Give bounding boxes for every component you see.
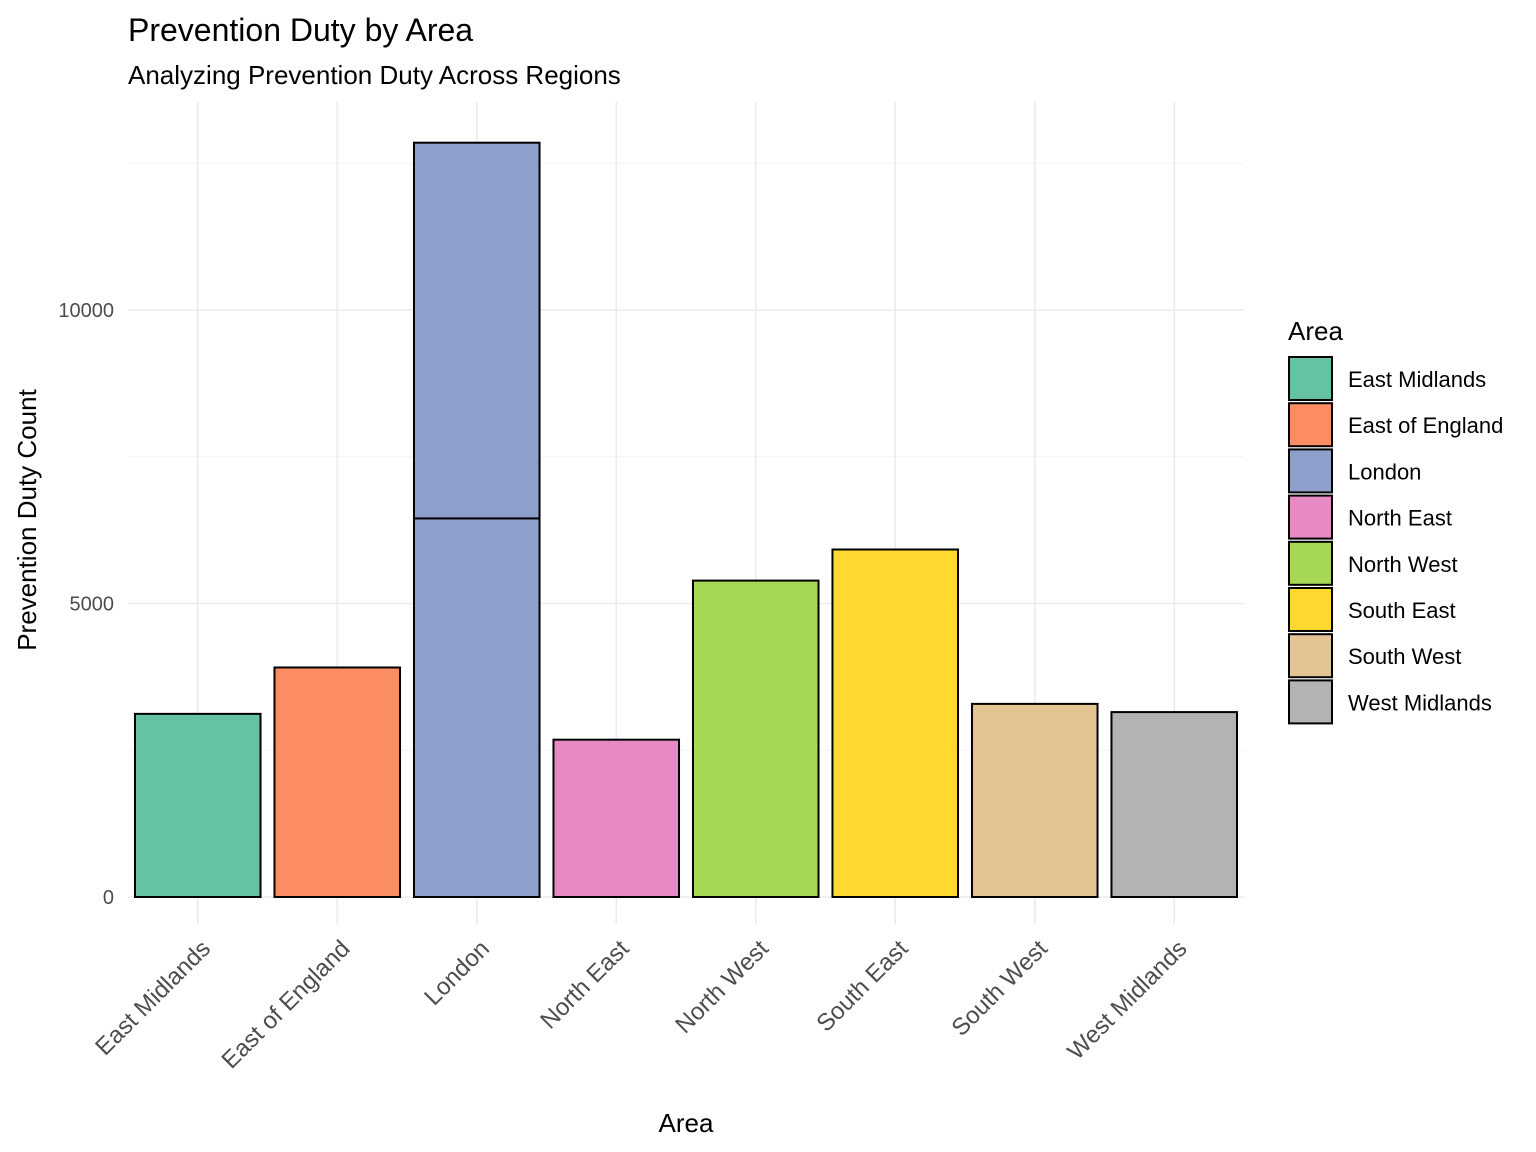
legend-swatch [1288, 540, 1333, 586]
bar-west-midlands [1110, 711, 1239, 898]
legend-label: North East [1348, 506, 1452, 531]
x-tick-label: East of England [217, 935, 356, 1074]
x-tick-label: South West [946, 935, 1053, 1042]
bar-north-west [691, 579, 820, 898]
legend-swatch [1288, 679, 1333, 725]
y-tick-label: 10000 [58, 300, 114, 322]
legend-label: South West [1348, 644, 1461, 669]
x-axis-title: Area [659, 1108, 714, 1138]
legend-swatch [1288, 494, 1333, 540]
chart-subtitle: Analyzing Prevention Duty Across Regions [128, 60, 621, 90]
y-tick-label: 5000 [70, 594, 115, 616]
legend-label: London [1348, 459, 1421, 484]
x-tick-label: London [419, 935, 495, 1011]
bar-south-west [970, 702, 1099, 899]
legend-swatch [1288, 402, 1333, 448]
bar-east-of-england [273, 666, 402, 898]
x-tick-label: East Midlands [90, 935, 216, 1061]
x-axis-ticks: East Midlands East of England London North … [90, 935, 1192, 1074]
legend-swatch [1288, 448, 1333, 494]
x-tick-label: West Midlands [1062, 935, 1192, 1065]
bars [133, 141, 1239, 899]
bar-east-midlands [133, 712, 262, 899]
bar-london-segment-1 [412, 517, 541, 898]
chart-title: Prevention Duty by Area [128, 12, 473, 48]
legend: Area East Midlands East of England London N… [1288, 316, 1503, 725]
legend-swatch [1288, 633, 1333, 679]
y-axis-ticks: 0 5000 10000 [58, 300, 114, 909]
bar-south-east [831, 548, 960, 898]
legend-label: North West [1348, 552, 1458, 577]
legend-swatch [1288, 587, 1333, 632]
x-tick-label: North East [535, 935, 634, 1034]
y-tick-label: 0 [103, 887, 114, 909]
legend-label: East Midlands [1348, 367, 1486, 392]
legend-swatch [1288, 356, 1333, 401]
legend-label: East of England [1348, 413, 1503, 438]
x-tick-label: North West [670, 935, 774, 1039]
legend-label: West Midlands [1348, 690, 1492, 715]
y-axis-title: Prevention Duty Count [12, 388, 42, 650]
legend-label: South East [1348, 598, 1456, 623]
bar-north-east [552, 738, 681, 899]
legend-title: Area [1288, 316, 1343, 346]
bar-london-segment-2 [412, 141, 541, 520]
x-tick-label: South East [811, 935, 913, 1037]
